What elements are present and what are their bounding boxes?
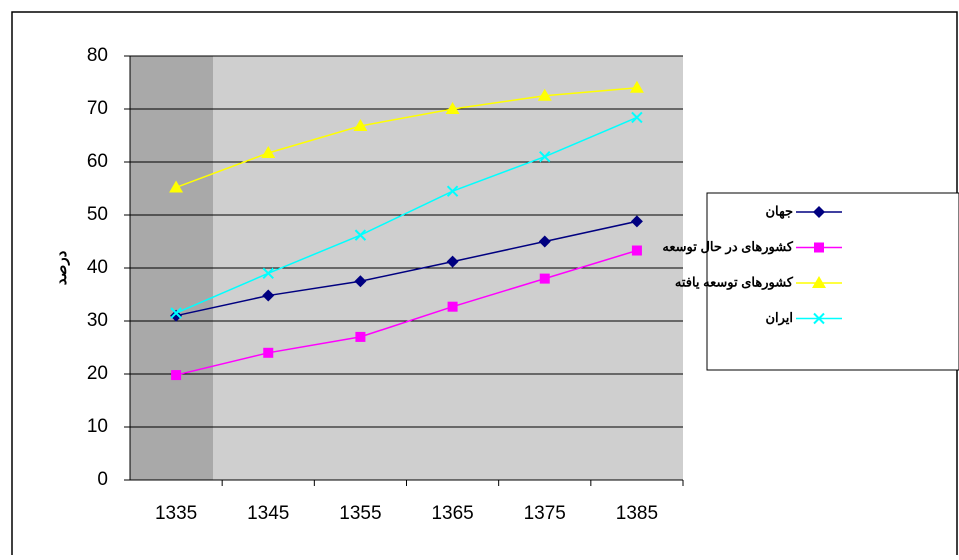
point-marker: [537, 88, 552, 101]
point-marker: [169, 180, 184, 193]
point-marker: [447, 301, 458, 312]
point-marker: [170, 309, 183, 322]
x-tick-label: 1365: [431, 503, 473, 524]
point-marker: [355, 331, 366, 342]
x-tick-label: 1345: [247, 503, 289, 524]
y-tick-label: 30: [87, 310, 108, 331]
point-marker: [354, 229, 367, 241]
point-marker: [446, 185, 459, 197]
point-marker: [630, 215, 643, 228]
point-marker: [171, 370, 182, 381]
point-marker: [538, 235, 551, 248]
series-line: [175, 220, 638, 317]
point-marker: [353, 118, 368, 131]
x-tick-label: 1375: [524, 503, 566, 524]
legend-marker: [814, 242, 824, 253]
y-tick-label: 20: [87, 363, 108, 384]
point-marker: [354, 275, 367, 288]
legend-marker: [812, 276, 826, 288]
legend-marker: [813, 206, 825, 218]
x-tick-label: 1355: [339, 503, 381, 524]
point-marker: [262, 289, 275, 302]
x-tick-label: 1385: [616, 503, 658, 524]
y-tick-label: 80: [87, 45, 108, 66]
point-marker: [263, 347, 274, 358]
point-marker: [631, 245, 642, 256]
point-marker: [445, 102, 460, 114]
point-marker: [629, 80, 644, 93]
y-tick-label: 0: [97, 469, 108, 490]
point-marker: [631, 111, 643, 124]
legend-label: کشورهای توسعه یافته: [675, 274, 794, 290]
series-line: [175, 249, 638, 376]
series-line: [175, 116, 638, 314]
legend-marker: [813, 312, 825, 325]
y-tick-label: 40: [87, 257, 108, 278]
y-axis-label: درصد: [53, 250, 70, 285]
y-tick-label: 10: [87, 416, 108, 437]
point-marker: [446, 255, 459, 268]
y-tick-label: 50: [87, 204, 108, 225]
legend-label: کشورهای در حال توسعه: [662, 239, 793, 255]
point-marker: [262, 267, 274, 280]
legend-label: ایران: [765, 310, 793, 326]
y-tick-label: 60: [87, 151, 108, 172]
point-marker: [170, 307, 182, 319]
x-tick-label: 1335: [155, 503, 197, 524]
point-marker: [539, 273, 550, 284]
legend: [706, 192, 959, 371]
legend-label: جهان: [765, 203, 793, 219]
series-line: [175, 87, 637, 189]
y-tick-label: 70: [87, 98, 108, 119]
point-marker: [261, 145, 276, 158]
point-marker: [539, 150, 551, 163]
